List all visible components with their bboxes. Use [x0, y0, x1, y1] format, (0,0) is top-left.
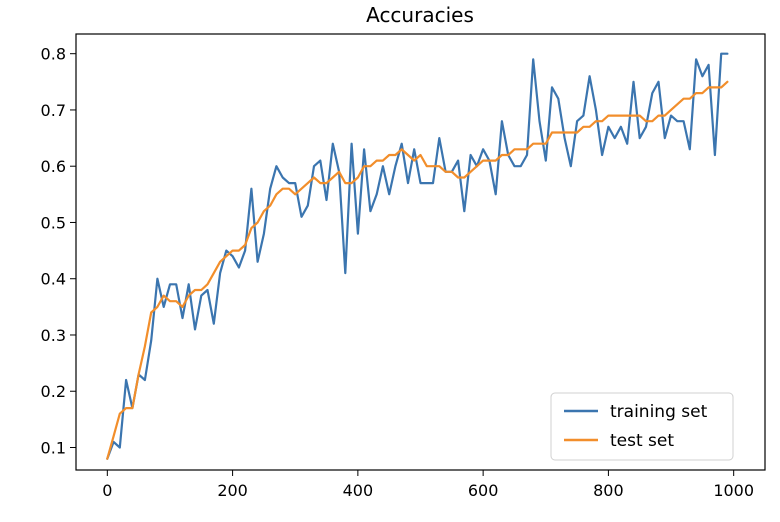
x-tick-label: 1000 — [713, 481, 754, 500]
y-axis: 0.1 0.2 0.3 0.4 0.5 0.6 0.7 0.8 — [41, 45, 76, 457]
y-tick-label: 0.5 — [41, 213, 66, 232]
x-tick-label: 200 — [217, 481, 248, 500]
y-tick-label: 0.6 — [41, 157, 66, 176]
x-tick-label: 600 — [468, 481, 499, 500]
x-tick-label: 400 — [343, 481, 374, 500]
x-tick-label: 800 — [593, 481, 624, 500]
y-tick-label: 0.4 — [41, 270, 66, 289]
series-layer — [106, 52, 729, 460]
legend: training set test set — [550, 392, 734, 461]
series-line-test — [106, 80, 729, 460]
x-axis: 0 200 400 600 800 1000 — [102, 470, 754, 500]
x-tick-label: 0 — [102, 481, 112, 500]
legend-label-test: test set — [610, 431, 674, 451]
y-tick-label: 0.1 — [41, 438, 66, 457]
chart-title: Accuracies — [366, 3, 474, 27]
y-tick-label: 0.3 — [41, 326, 66, 345]
legend-label-training: training set — [610, 402, 708, 422]
y-tick-label: 0.7 — [41, 101, 66, 120]
y-tick-label: 0.2 — [41, 382, 66, 401]
plot-frame — [75, 33, 766, 471]
series-line-training — [106, 52, 729, 460]
y-tick-label: 0.8 — [41, 45, 66, 64]
